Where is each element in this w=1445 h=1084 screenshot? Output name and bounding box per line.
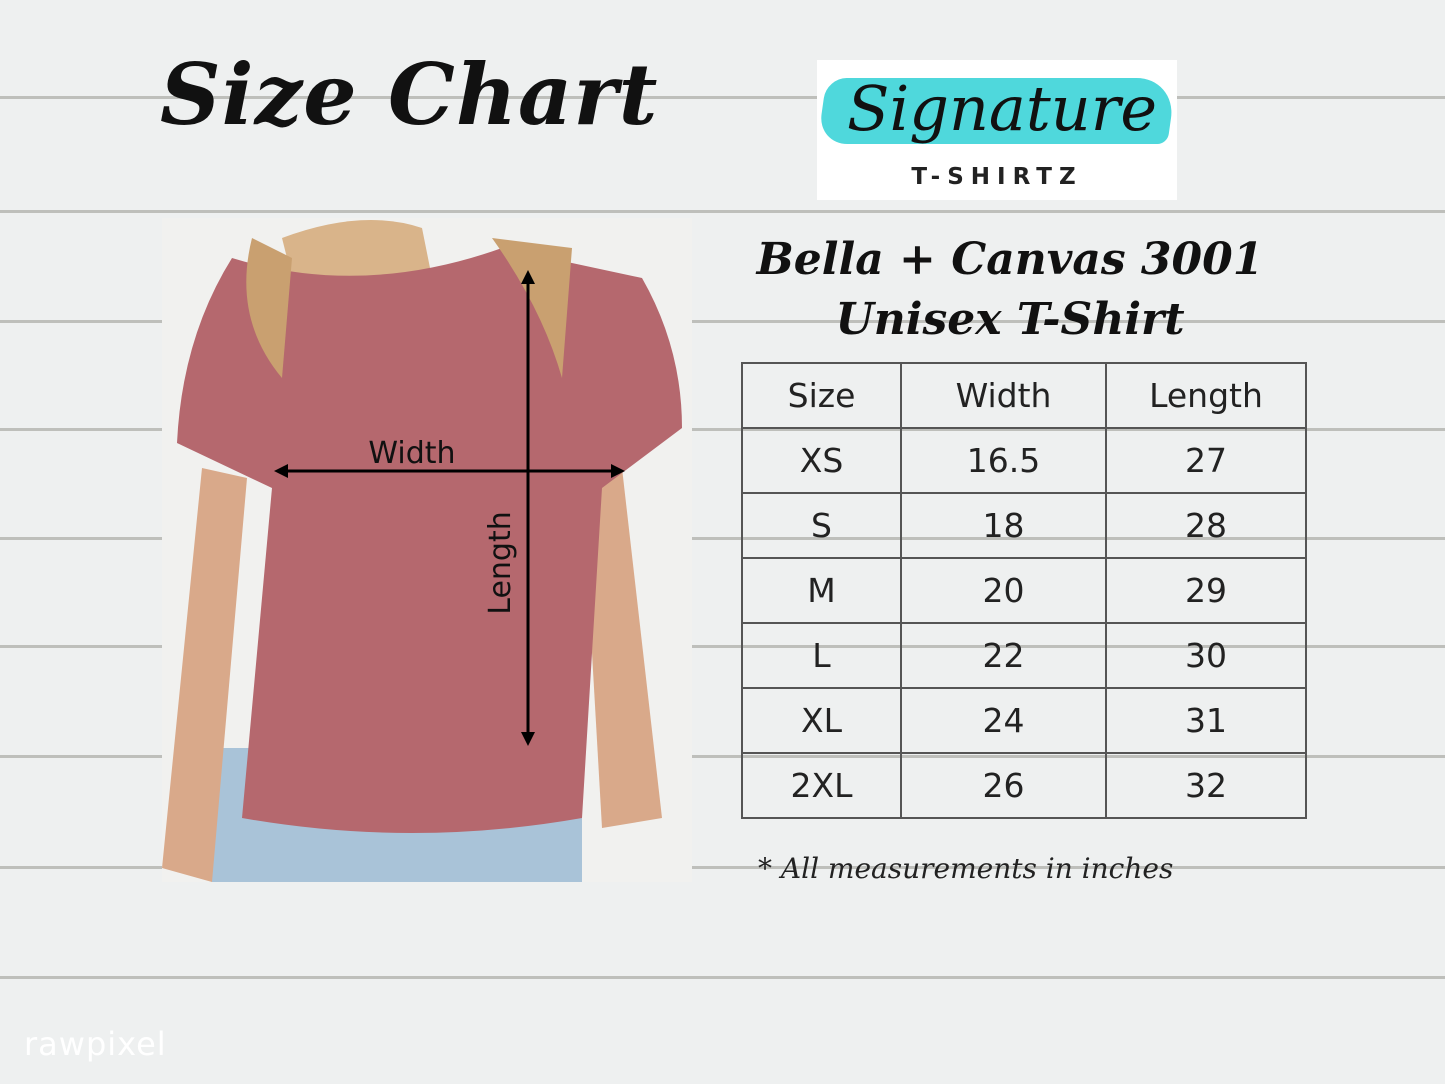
cell-width: 24 <box>900 687 1107 754</box>
cell-length: 31 <box>1105 687 1307 754</box>
cell-size: M <box>741 557 902 624</box>
header-width: Width <box>900 362 1107 429</box>
plank-line <box>0 976 1445 979</box>
cell-length: 30 <box>1105 622 1307 689</box>
cell-width: 22 <box>900 622 1107 689</box>
cell-width: 26 <box>900 752 1107 819</box>
cell-length: 29 <box>1105 557 1307 624</box>
plank-line <box>0 320 1445 323</box>
product-title: Bella + Canvas 3001 Unisex T-Shirt <box>700 230 1320 350</box>
size-table: Size Width Length XS 16.5 27 S 18 28 M 20 29 L 22 3… <box>741 362 1307 819</box>
cell-width: 20 <box>900 557 1107 624</box>
table-header-row: Size Width Length <box>741 362 1307 429</box>
width-label: Width <box>368 436 455 471</box>
watermark: rawpixel <box>24 1025 167 1063</box>
logo-tagline: T-SHIRTZ <box>911 164 1083 190</box>
table-row: L 22 30 <box>741 622 1307 689</box>
header-length: Length <box>1105 362 1307 429</box>
cell-size: 2XL <box>741 752 902 819</box>
plank-line <box>0 755 1445 758</box>
measurement-note: * All measurements in inches <box>758 852 1174 885</box>
page-title: Size Chart <box>160 45 659 144</box>
header-size: Size <box>741 362 902 429</box>
table-row: S 18 28 <box>741 492 1307 559</box>
plank-line <box>0 866 1445 869</box>
cell-length: 32 <box>1105 752 1307 819</box>
plank-line <box>0 537 1445 540</box>
brand-logo: Signature T-SHIRTZ <box>817 60 1177 200</box>
cell-size: XS <box>741 427 902 494</box>
plank-line <box>0 210 1445 213</box>
plank-line <box>0 96 1445 99</box>
table-row: XS 16.5 27 <box>741 427 1307 494</box>
cell-size: S <box>741 492 902 559</box>
product-line-2: Unisex T-Shirt <box>835 294 1185 345</box>
cell-size: XL <box>741 687 902 754</box>
cell-size: L <box>741 622 902 689</box>
cell-width: 16.5 <box>900 427 1107 494</box>
cell-length: 27 <box>1105 427 1307 494</box>
cell-length: 28 <box>1105 492 1307 559</box>
length-label: Length <box>483 511 518 614</box>
product-line-1: Bella + Canvas 3001 <box>756 234 1264 285</box>
table-row: 2XL 26 32 <box>741 752 1307 819</box>
plank-line <box>0 645 1445 648</box>
plank-line <box>0 428 1445 431</box>
cell-width: 18 <box>900 492 1107 559</box>
model-photo: Width Length <box>162 218 692 882</box>
logo-name: Signature <box>847 72 1158 145</box>
table-row: M 20 29 <box>741 557 1307 624</box>
table-row: XL 24 31 <box>741 687 1307 754</box>
